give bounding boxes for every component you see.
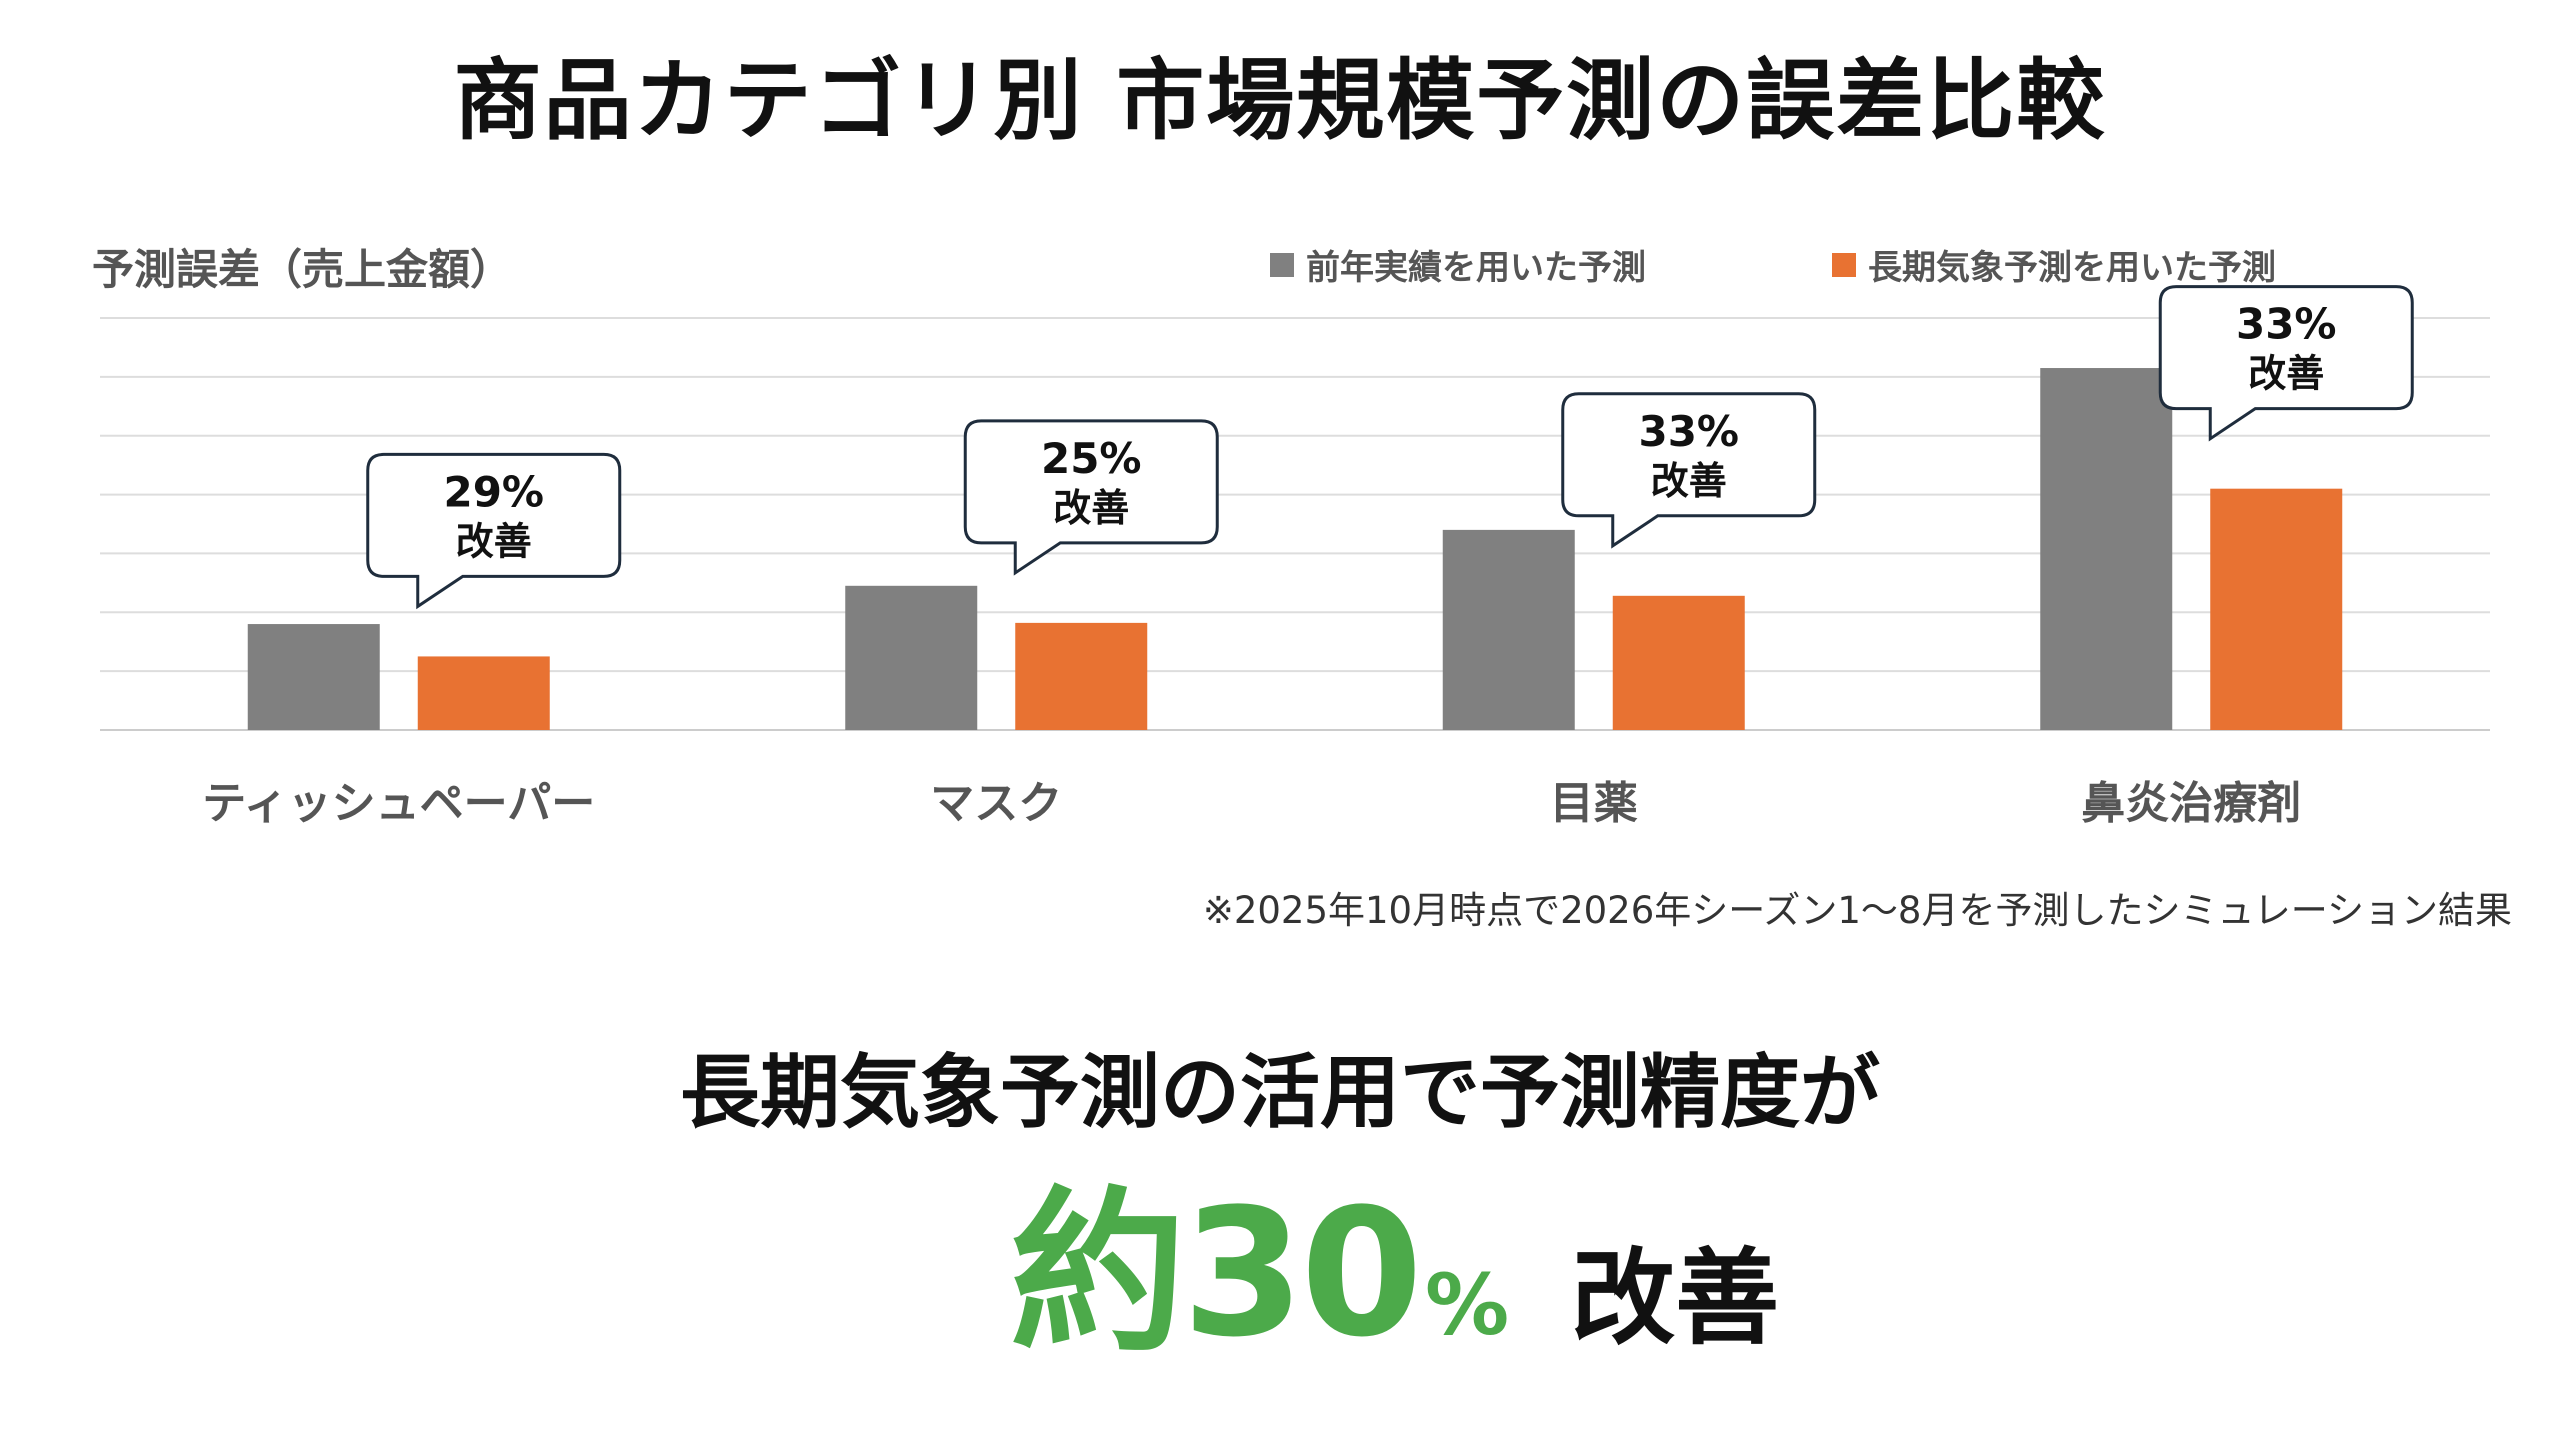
callout-label: 改善: [1651, 459, 1727, 503]
callout-bubble: [1561, 392, 1817, 549]
footnote: ※2025年10月時点で2026年シーズン1～8月を予測したシミュレーション結果: [1202, 889, 2512, 932]
bar-long-term: [417, 656, 550, 730]
legend-swatch-long-term: [1832, 252, 1856, 277]
x-tick-label: ティッシュペーパー: [202, 778, 595, 829]
improvement-highlight: 約30 % 改善: [1010, 1130, 1779, 1385]
callout-bubble: [963, 419, 1219, 576]
callout-percent: 33%: [2236, 300, 2337, 349]
callout-label: 改善: [1053, 486, 1129, 530]
bar-previous: [845, 585, 978, 730]
bar-long-term: [2210, 488, 2343, 730]
callout-bubble: [366, 452, 622, 610]
bar-long-term: [1015, 622, 1148, 730]
callout-percent: 29%: [443, 467, 544, 516]
x-tick-label: 目薬: [1550, 778, 1638, 829]
bar-previous: [247, 624, 380, 730]
x-tick-label: マスク: [930, 778, 1062, 829]
bar-previous: [1442, 529, 1575, 730]
chart-title: 商品カテゴリ別 市場規模予測の誤差比較: [453, 49, 2107, 152]
callout-percent: 33%: [1638, 407, 1739, 456]
improvement-percent-sign: %: [1424, 1256, 1510, 1354]
improvement-value: 約30: [1010, 1171, 1423, 1376]
legend-item-long-term: 長期気象予測を用いた予測: [1832, 240, 2276, 289]
legend-label-long-term: 長期気象予測を用いた予測: [1868, 248, 2276, 288]
bar-long-term: [1612, 595, 1745, 730]
bar-previous: [2040, 368, 2173, 730]
y-axis-label: 予測誤差（売上金額）: [92, 245, 513, 294]
callout-percent: 25%: [1041, 434, 1142, 483]
callout-label: 改善: [456, 519, 532, 563]
callout-bubble: [2158, 285, 2414, 442]
legend-item-previous: 前年実績を用いた予測: [1270, 240, 1646, 289]
x-tick-label: 鼻炎治療剤: [2081, 778, 2301, 829]
improvement-word: 改善: [1571, 1237, 1780, 1359]
legend-swatch-previous: [1270, 252, 1294, 277]
callout-label: 改善: [2248, 352, 2324, 396]
legend-label-previous: 前年実績を用いた予測: [1306, 248, 1646, 288]
conclusion-message: 長期気象予測の活用で予測精度が: [680, 1046, 1880, 1139]
